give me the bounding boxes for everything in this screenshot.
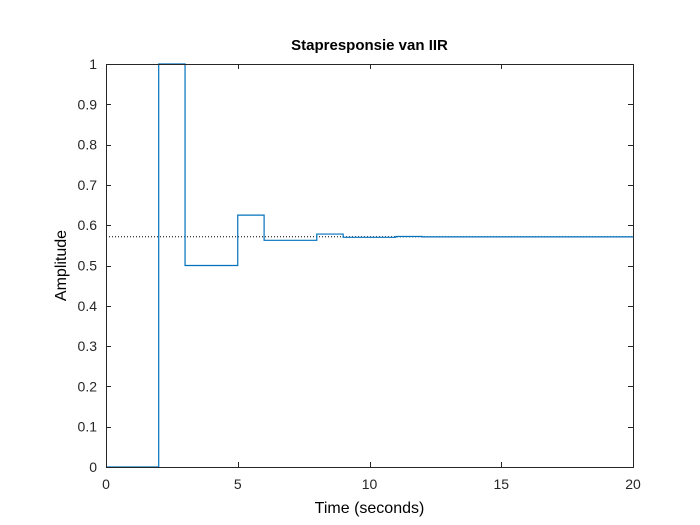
y-tick-label: 1 (89, 56, 97, 72)
x-tick-label: 10 (362, 476, 378, 492)
x-tick-label: 20 (625, 476, 641, 492)
y-tick-label: 0.4 (78, 298, 98, 314)
x-tick-label: 5 (234, 476, 242, 492)
y-tick-label: 0.7 (78, 177, 98, 193)
x-axis-label: Time (seconds) (315, 500, 425, 517)
chart-title: Stapresponsie van IIR (291, 37, 448, 54)
x-tick-label: 15 (493, 476, 509, 492)
y-tick-label: 0.6 (78, 217, 98, 233)
y-tick-label: 0.1 (78, 419, 98, 435)
step-response-line (106, 63, 633, 468)
x-tick-label: 0 (102, 476, 110, 492)
y-tick-label: 0.5 (78, 258, 98, 274)
y-tick-label: 0.8 (78, 137, 98, 153)
y-tick-label: 0 (89, 459, 97, 475)
y-tick-label: 0.9 (78, 96, 98, 112)
y-tick-label: 0.3 (78, 338, 98, 354)
y-axis-label: Amplitude (53, 230, 70, 301)
plot-box (106, 64, 634, 468)
y-tick-label: 0.2 (78, 378, 98, 394)
